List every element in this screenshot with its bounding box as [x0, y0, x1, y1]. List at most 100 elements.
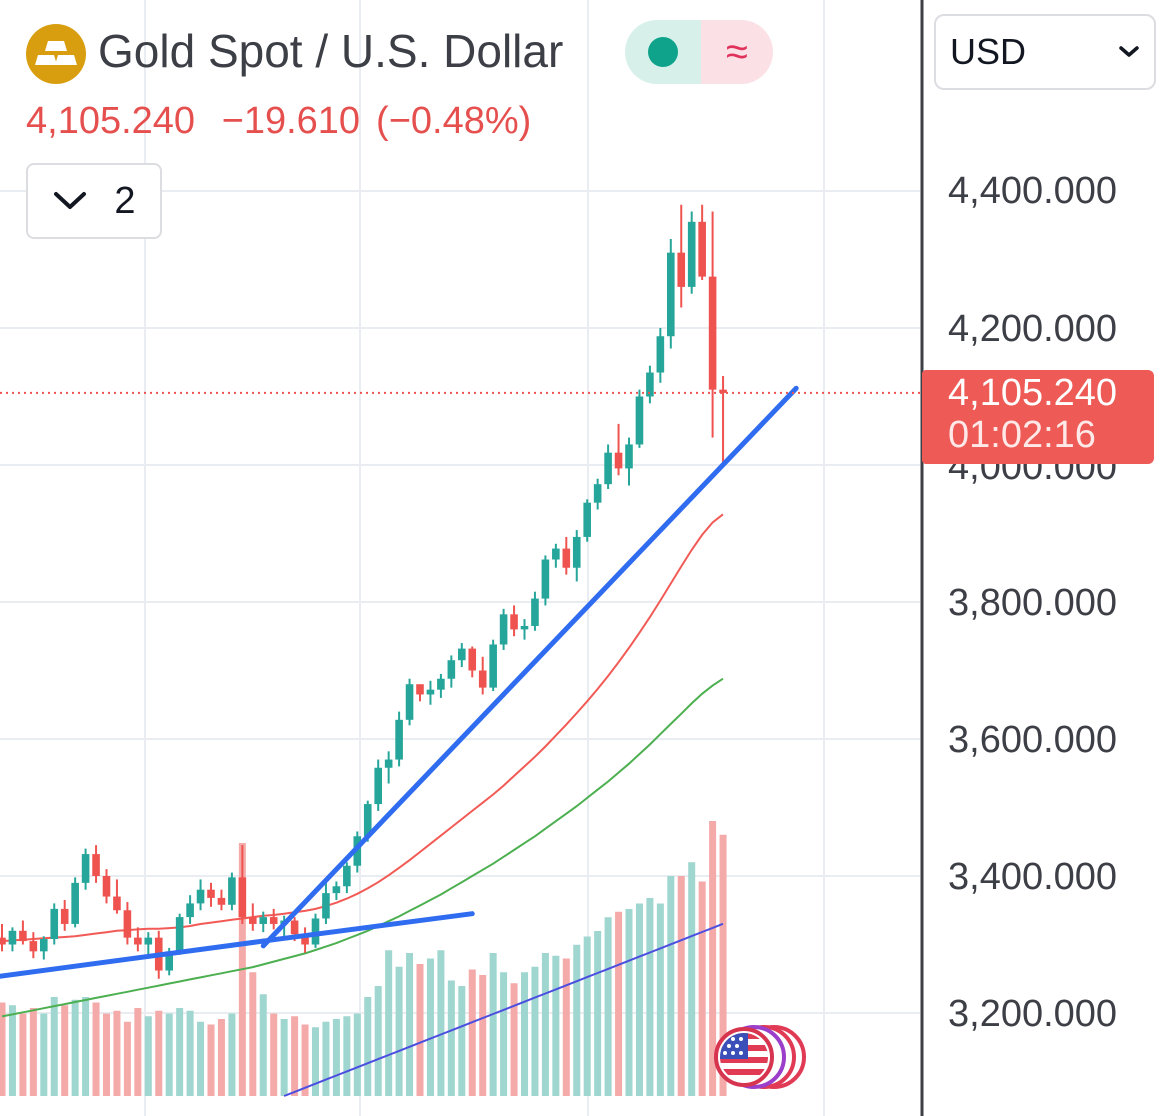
- volume-bar: [719, 834, 727, 1096]
- volume-bar: [385, 950, 393, 1096]
- candle-body: [708, 276, 717, 390]
- candle-body: [531, 598, 539, 626]
- candle-body: [175, 917, 184, 952]
- candle-body: [562, 548, 571, 568]
- volume-bar: [332, 1019, 340, 1096]
- volume-bar: [123, 1021, 131, 1096]
- candle-body: [19, 930, 27, 942]
- volume-bar: [270, 1013, 278, 1096]
- volume-bar: [615, 911, 623, 1096]
- volume-bar: [113, 1010, 121, 1096]
- candle-body: [40, 939, 48, 952]
- volume-bar: [541, 953, 549, 1096]
- volume-bar: [165, 1013, 173, 1096]
- volume-bar: [343, 1016, 351, 1096]
- candle-body: [499, 614, 508, 645]
- delayed-data-indicator[interactable]: ≈: [701, 20, 773, 84]
- candle-body: [207, 889, 215, 898]
- candle-body: [719, 389, 727, 393]
- price-axis-label: 3,600.000: [948, 719, 1118, 761]
- volume-bar: [61, 1005, 69, 1096]
- trendline: [260, 911, 475, 944]
- market-status-open[interactable]: [625, 20, 701, 84]
- price-axis-label: 3,400.000: [948, 856, 1118, 898]
- last-price: 4,105.240: [26, 100, 196, 142]
- candle-body: [510, 614, 518, 630]
- candle-body: [332, 886, 341, 894]
- chevron-down-icon: [1119, 46, 1139, 57]
- candle-body: [343, 865, 351, 887]
- volume-bar: [207, 1024, 215, 1096]
- candle-body: [677, 252, 686, 287]
- volume-bar: [667, 876, 675, 1096]
- candle-body: [437, 678, 445, 690]
- volume-bar: [447, 980, 455, 1096]
- volume-bar: [217, 1019, 225, 1096]
- us-flag-events-icon[interactable]: [708, 1024, 808, 1090]
- candle-body: [541, 559, 550, 599]
- trendlines: [0, 385, 799, 979]
- volume-bar: [40, 1013, 48, 1096]
- symbol-title[interactable]: Gold Spot / U.S. Dollar: [98, 25, 564, 77]
- volume-bar: [562, 958, 570, 1096]
- candle-body: [301, 934, 309, 945]
- candle-body: [113, 896, 121, 911]
- candle-body: [228, 877, 236, 905]
- candle-body: [81, 854, 90, 883]
- candle-body: [416, 684, 424, 695]
- volume-bar: [416, 964, 424, 1096]
- volume-bar: [573, 944, 581, 1096]
- volume-ma-line: [283, 922, 724, 1097]
- candle-body: [468, 648, 477, 671]
- candle-body: [625, 444, 633, 469]
- volume-bar: [19, 1013, 27, 1096]
- candle-body: [687, 221, 696, 287]
- volume-bar: [521, 972, 528, 1096]
- volume-bar: [364, 997, 372, 1096]
- current-price-label: 4,105.240: [948, 372, 1118, 414]
- indicators-toggle-button[interactable]: 2: [26, 163, 162, 239]
- candle-body: [322, 893, 330, 919]
- volume-bar: [646, 898, 654, 1096]
- volume-bar: [71, 999, 79, 1096]
- volume-bar: [322, 1021, 330, 1096]
- candle-body: [395, 719, 403, 760]
- candle-body: [520, 625, 529, 630]
- trendline: [260, 385, 799, 949]
- current-price-badge: 4,105.240 01:02:16: [922, 370, 1154, 464]
- market-status-pill[interactable]: ≈: [625, 20, 773, 84]
- candle-body: [311, 918, 320, 945]
- volume-bar: [677, 876, 685, 1096]
- candle-body: [478, 670, 487, 688]
- volume-bar: [186, 1010, 194, 1096]
- price-axis-label: 3,800.000: [948, 582, 1118, 624]
- candle-body: [102, 876, 111, 897]
- volume-bar: [103, 1013, 110, 1096]
- volume-bar: [134, 1008, 142, 1096]
- volume-bar: [395, 966, 403, 1096]
- trendline: [0, 938, 266, 979]
- volume-bar: [709, 821, 717, 1096]
- approx-symbol-icon: ≈: [726, 29, 748, 74]
- candle-body: [259, 917, 268, 924]
- currency-select[interactable]: USD: [934, 14, 1156, 90]
- candle-body: [123, 910, 132, 938]
- volume-bar: [291, 1016, 299, 1096]
- candle-body: [186, 903, 194, 918]
- moving-averages: [1, 513, 724, 1018]
- volume-bar: [312, 1027, 319, 1096]
- volume-bar: [301, 1024, 309, 1096]
- candle-body: [50, 908, 59, 940]
- volume-bar: [635, 903, 643, 1096]
- candle-body: [217, 897, 226, 905]
- candle-body: [8, 930, 17, 945]
- ma-fast-line: [1, 513, 724, 943]
- volume-bar: [92, 1002, 100, 1096]
- price-axis-label: 3,200.000: [948, 993, 1118, 1035]
- candle-body: [249, 917, 257, 924]
- candle-body: [363, 804, 372, 837]
- volume-bar: [280, 1019, 288, 1096]
- volume-bar: [50, 997, 58, 1096]
- volume-bar: [468, 969, 476, 1096]
